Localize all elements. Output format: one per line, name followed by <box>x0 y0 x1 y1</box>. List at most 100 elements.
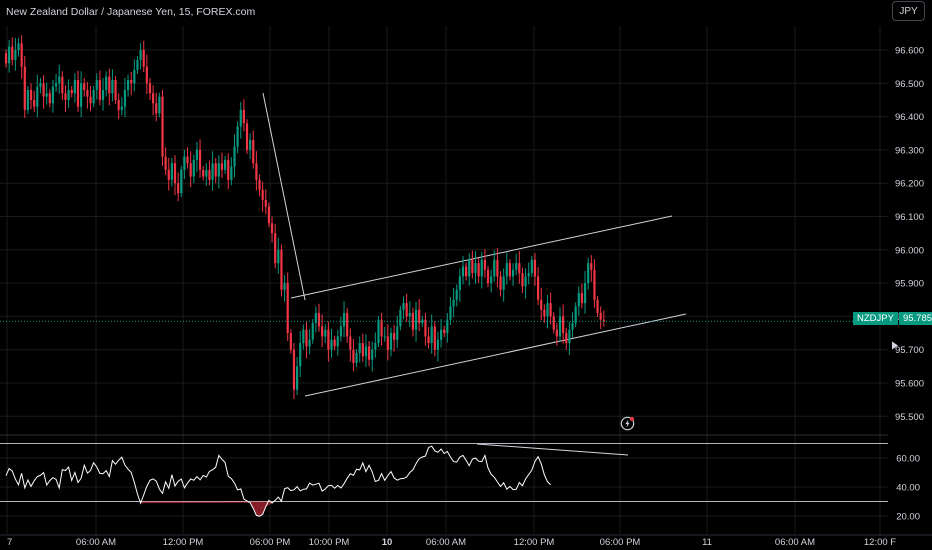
candle-body <box>361 343 364 357</box>
candle-body <box>73 79 76 94</box>
time-tick-label: 06:00 PM <box>250 537 291 548</box>
time-tick-label: 12:00 PM <box>163 537 204 548</box>
candle-body <box>51 86 55 104</box>
time-tick-label: 10:00 PM <box>309 537 350 548</box>
candle-body <box>411 313 414 330</box>
candle-body <box>483 259 486 270</box>
candle-body <box>565 333 568 344</box>
candle-body <box>64 93 67 100</box>
candle-body <box>183 156 186 170</box>
oscillator-tick-label: 20.00 <box>896 512 920 523</box>
candle-body <box>418 309 421 324</box>
price-axis[interactable]: 96.600 96.500 96.400 96.300 96.200 96.100 96.0… <box>895 46 924 423</box>
candle-body <box>590 263 593 270</box>
candle-body <box>324 329 327 337</box>
candle-body <box>380 319 383 337</box>
candle-body <box>245 123 249 150</box>
candle-body <box>446 319 449 334</box>
candle-body <box>33 99 36 107</box>
candle-body <box>596 299 599 314</box>
candle-body <box>67 89 70 100</box>
time-axis[interactable]: 7 06:00 AM 12:00 PM 06:00 PM 10:00 PM 10 06:00… <box>0 534 932 548</box>
candle-body <box>230 166 233 180</box>
candle-body <box>599 313 602 320</box>
candle-body <box>499 276 502 290</box>
oscillator-band-lines <box>0 443 888 502</box>
candle-body <box>333 339 336 347</box>
time-tick-label: 06:00 AM <box>426 537 466 548</box>
candle-body <box>533 259 537 277</box>
symbol-title: New Zealand Dollar / Japanese Yen, 15, F… <box>6 6 256 18</box>
candle-body <box>45 93 48 97</box>
candle-body <box>227 159 230 180</box>
candle-body <box>518 263 521 274</box>
trend-channel[interactable] <box>262 92 687 456</box>
candle-body <box>386 336 389 350</box>
candle-body <box>546 303 549 317</box>
candle-body <box>308 339 311 347</box>
candle-body <box>540 299 543 310</box>
time-tick-label: 10 <box>382 537 393 548</box>
candle-body <box>377 319 380 344</box>
price-tick-label: 96.200 <box>895 179 924 190</box>
candle-body <box>167 169 170 180</box>
candle-body <box>173 163 177 184</box>
candle-body <box>242 109 245 124</box>
candle-body <box>177 183 180 194</box>
candle-body <box>239 109 242 127</box>
time-tick-label: 12:00 F <box>864 537 896 548</box>
candle-body <box>258 179 261 190</box>
alert-lightning-icon[interactable] <box>620 416 635 431</box>
candle-body <box>233 146 236 167</box>
candle-body <box>39 83 42 87</box>
last-price-symbol: NZDJPY <box>853 312 898 325</box>
price-tick-label: 95.600 <box>895 379 924 390</box>
candle-body <box>123 89 127 107</box>
candle-body <box>527 273 530 277</box>
candle-body <box>471 259 474 274</box>
candle-body <box>430 326 433 344</box>
candle-body <box>61 76 64 94</box>
candle-body <box>217 163 220 177</box>
candle-body <box>295 366 299 390</box>
candle-body <box>358 343 361 354</box>
currency-button[interactable]: JPY <box>892 1 925 21</box>
candle-body <box>202 169 205 177</box>
price-tick-label: 96.600 <box>895 46 924 57</box>
candle-body <box>477 263 480 277</box>
candle-body <box>424 319 427 337</box>
candle-body <box>130 79 133 84</box>
candle-body <box>408 313 411 317</box>
time-tick-label: 11 <box>702 537 712 548</box>
candle-body <box>421 319 424 324</box>
scroll-to-realtime-icon[interactable] <box>891 337 899 350</box>
candle-body <box>305 329 308 347</box>
oscillator-axis[interactable]: 60.00 40.00 20.00 <box>896 454 920 523</box>
price-tick-label: 96.000 <box>895 245 924 256</box>
price-tick-label: 96.400 <box>895 112 924 123</box>
candle-body <box>602 319 605 322</box>
candle-body <box>562 316 565 334</box>
candle-body <box>92 89 95 104</box>
candle-body <box>371 349 374 360</box>
candle-body <box>396 326 399 340</box>
last-price-tag: NZDJPY 95.785 <box>853 312 932 325</box>
candle-body <box>439 329 443 340</box>
candle-body <box>101 89 105 100</box>
candle-body <box>252 139 255 164</box>
candle-body <box>195 149 199 160</box>
candle-body <box>205 169 208 177</box>
last-price-value: 95.785 <box>898 312 932 325</box>
candle-body <box>4 53 8 64</box>
candle-body <box>480 259 483 277</box>
candle-body <box>346 313 349 337</box>
oscillator-tick-label: 60.00 <box>896 454 920 465</box>
candle-body <box>120 106 123 110</box>
oscillator-divergence-line <box>476 443 629 456</box>
candle-body <box>455 289 458 300</box>
candle-body <box>493 259 496 277</box>
oscillator-series <box>5 445 551 517</box>
candle-body <box>317 313 321 327</box>
candle-body <box>555 329 558 337</box>
